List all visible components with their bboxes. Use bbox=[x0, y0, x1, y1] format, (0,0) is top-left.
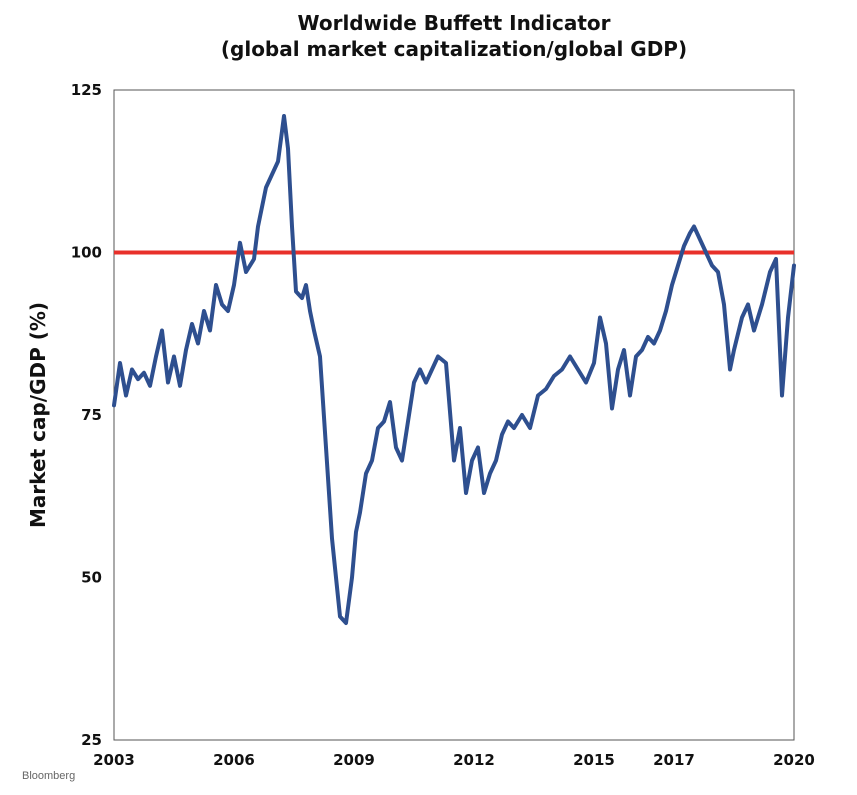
y-tick-label: 100 bbox=[71, 244, 102, 262]
x-tick-label: 2020 bbox=[773, 751, 815, 769]
x-tick-label: 2012 bbox=[453, 751, 495, 769]
y-tick-label: 25 bbox=[81, 731, 102, 749]
x-tick-label: 2003 bbox=[93, 751, 135, 769]
x-tick-label: 2017 bbox=[653, 751, 695, 769]
series-line-buffett-indicator bbox=[112, 114, 796, 625]
y-axis-label: Market cap/GDP (%) bbox=[26, 302, 50, 528]
x-tick-label: 2009 bbox=[333, 751, 375, 769]
y-tick-label: 125 bbox=[71, 81, 102, 99]
y-tick-label: 75 bbox=[81, 406, 102, 424]
chart-title-main: Worldwide Buffett Indicator bbox=[297, 11, 611, 35]
x-tick-label: 2006 bbox=[213, 751, 255, 769]
x-axis: 2003 2006 2009 2012 2015 2017 2020 bbox=[93, 751, 815, 769]
y-axis: 125 100 75 50 25 bbox=[71, 81, 102, 749]
y-tick-label: 50 bbox=[81, 569, 102, 587]
chart-subtitle: (global market capitalization/global GDP… bbox=[220, 37, 688, 61]
x-tick-label: 2015 bbox=[573, 751, 615, 769]
source-label: Bloomberg bbox=[22, 770, 76, 782]
chart-title: Worldwide Buffett Indicator (global mark… bbox=[114, 10, 794, 62]
plot-area-frame bbox=[113, 89, 795, 741]
